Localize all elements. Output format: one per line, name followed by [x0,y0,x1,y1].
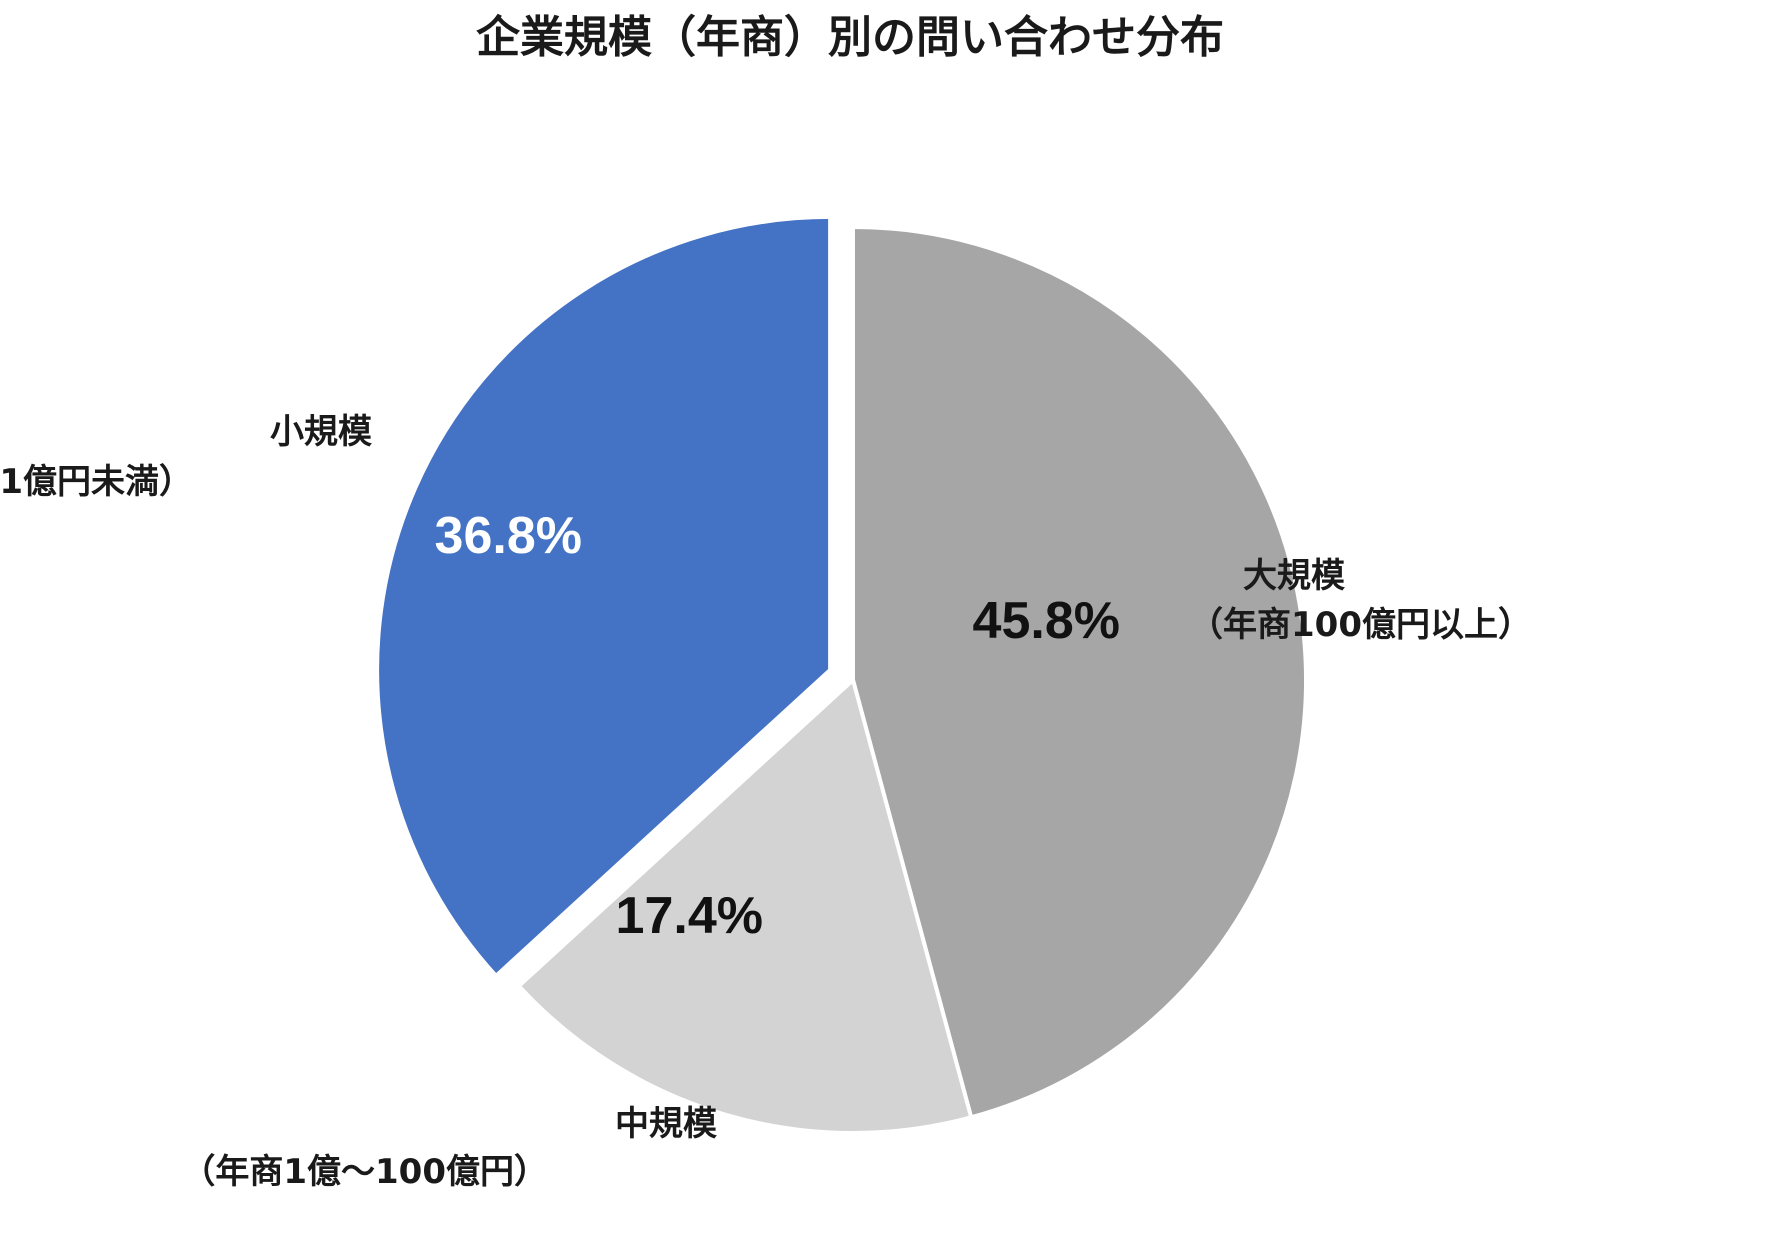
pie-category-sublabel-medium: （年商1億〜100億円） [181,1152,548,1192]
pie-slice-medium [516,676,974,1135]
chart-title: 企業規模（年商）別の問い合わせ分布 [476,12,1224,63]
category-labels: 大規模 （年商100億円以上） 中規模 （年商1億〜100億円） 小規模 （年商1億円未満… [0,412,1532,1192]
pie-value-label-large: 45.8% [973,592,1120,650]
pie-category-sublabel-small: （年商1億円未満） [0,462,193,502]
percentage-labels: 45.8% 17.4% 36.8% [435,507,1120,945]
pie-value-label-small: 36.8% [435,507,582,565]
pie-slice-large [851,224,1308,1120]
pie-category-sublabel-large: （年商100億円以上） [1189,605,1532,645]
pie-category-label-large: 大規模 [1243,556,1345,596]
pie-category-label-medium: 中規模 [615,1104,717,1144]
pie-category-label-small: 小規模 [270,412,372,452]
pie-slice-small [375,214,833,979]
pie-slices [375,214,1308,1135]
pie-value-label-medium: 17.4% [616,887,763,945]
